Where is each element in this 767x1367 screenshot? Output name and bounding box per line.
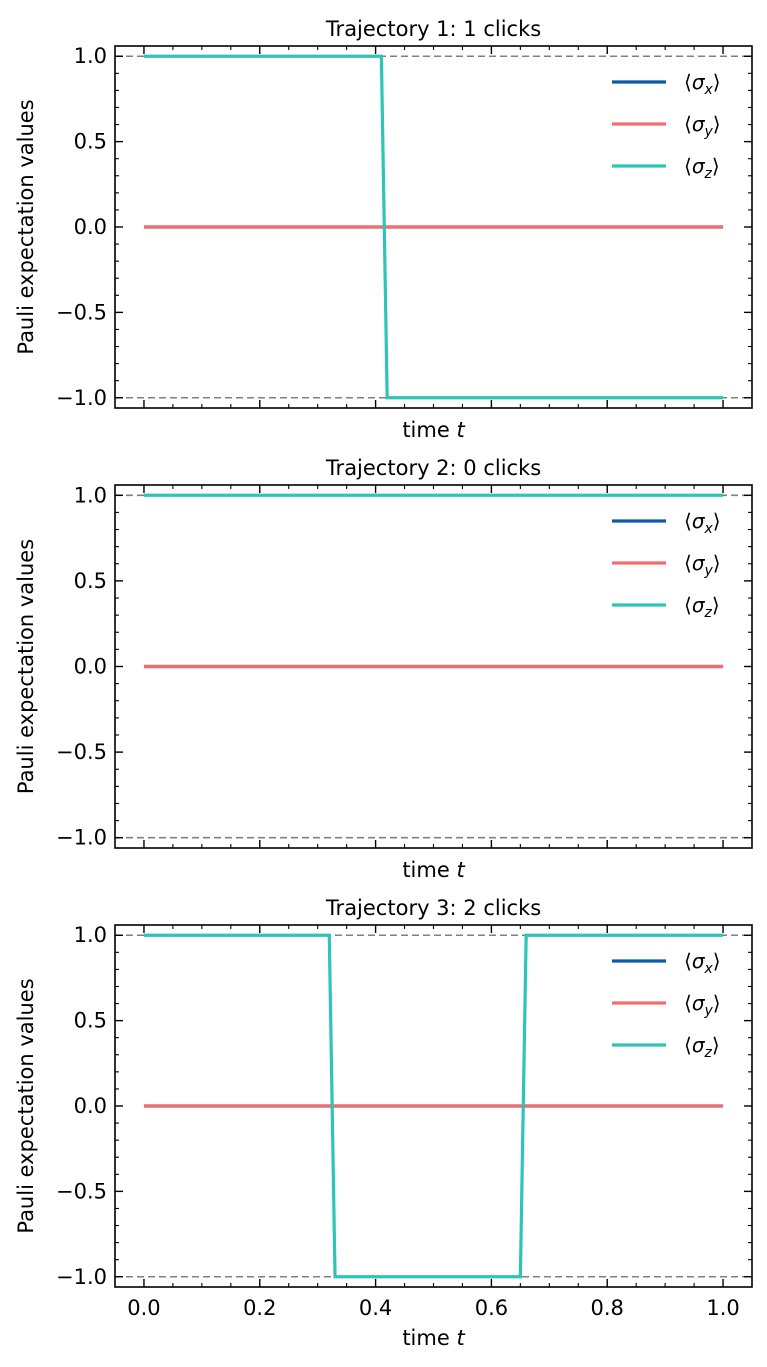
- legend-entry-sigma-y: ⟨σy⟩: [684, 991, 721, 1019]
- x-axis-label-variable: t: [456, 1326, 465, 1350]
- chart-title: Trajectory 2: 0 clicks: [325, 456, 541, 480]
- legend-bracket: ⟩: [713, 949, 721, 973]
- x-tick-label: 0.2: [243, 1296, 276, 1320]
- series-line-sigma-z: [143, 933, 724, 1279]
- legend-subscript: z: [704, 605, 713, 621]
- x-axis-label: time t: [402, 858, 465, 882]
- legend-entry-sigma-y: ⟨σy⟩: [684, 112, 721, 140]
- legend-bracket: ⟨: [684, 991, 692, 1015]
- x-axis-label-text: time: [402, 858, 456, 882]
- legend-subscript: z: [704, 166, 713, 182]
- legend-bracket: ⟩: [713, 509, 721, 533]
- legend-subscript: y: [704, 124, 714, 140]
- y-tick-label: 0.0: [74, 215, 107, 239]
- y-tick-label: 0.5: [74, 569, 107, 593]
- y-tick-label: 0.0: [74, 1094, 107, 1118]
- legend-entry-sigma-z: ⟨σz⟩: [684, 593, 720, 621]
- x-axis-label-variable: t: [456, 858, 465, 882]
- legend-bracket: ⟩: [712, 593, 720, 617]
- chart-title: Trajectory 1: 1 clicks: [325, 17, 541, 41]
- x-tick-label: 0.8: [591, 1296, 624, 1320]
- x-axis-label-text: time: [402, 1326, 456, 1350]
- legend-entry-sigma-z: ⟨σz⟩: [684, 154, 720, 182]
- y-axis-label: Pauli expectation values: [14, 978, 38, 1233]
- y-tick-label: −0.5: [56, 1179, 107, 1203]
- legend-bracket: ⟨: [684, 509, 692, 533]
- legend-bracket: ⟩: [713, 551, 721, 575]
- y-axis-label: Pauli expectation values: [14, 539, 38, 794]
- legend-entry-sigma-x: ⟨σx⟩: [684, 509, 721, 537]
- legend-sigma: σ: [692, 949, 706, 973]
- legend-sigma: σ: [692, 509, 706, 533]
- y-tick-label: 1.0: [74, 44, 107, 68]
- legend-bracket: ⟩: [712, 1033, 720, 1057]
- y-tick-label: 0.5: [74, 130, 107, 154]
- legend-sigma: σ: [692, 593, 706, 617]
- x-axis-label: time t: [402, 1326, 465, 1350]
- y-tick-label: 0.0: [74, 655, 107, 679]
- chart-panel-1: Trajectory 1: 1 clicks 1.0 0.5 0.0 −0.5 −1.0 t…: [14, 17, 753, 442]
- chart-panel-2: Trajectory 2: 0 clicks 1.0 0.5 0.0 −0.5 −1.0 t…: [14, 456, 753, 882]
- y-tick-label: −0.5: [56, 740, 107, 764]
- legend-bracket: ⟩: [713, 70, 721, 94]
- x-tick-label: 0.4: [359, 1296, 392, 1320]
- chart-panel-3: Trajectory 3: 2 clicks 1.0 0.5 0.0 −0.5 −1.0 0…: [14, 896, 753, 1350]
- y-tick-label: −1.0: [56, 826, 107, 850]
- legend-subscript: y: [704, 563, 714, 579]
- x-axis-label-text: time: [402, 418, 456, 442]
- chart-title: Trajectory 3: 2 clicks: [325, 896, 541, 920]
- legend-sigma: σ: [692, 112, 706, 136]
- legend: ⟨σx⟩⟨σy⟩⟨σz⟩: [612, 70, 721, 182]
- y-tick-label: 0.5: [74, 1009, 107, 1033]
- legend-bracket: ⟩: [713, 991, 721, 1015]
- legend-bracket: ⟨: [684, 593, 692, 617]
- legend-bracket: ⟨: [684, 70, 692, 94]
- legend-sigma: σ: [692, 991, 706, 1015]
- legend-sigma: σ: [692, 70, 706, 94]
- legend-bracket: ⟨: [684, 1033, 692, 1057]
- legend-bracket: ⟩: [713, 112, 721, 136]
- legend-subscript: y: [704, 1003, 714, 1019]
- x-tick-label: 0.6: [475, 1296, 508, 1320]
- legend-subscript: x: [704, 521, 714, 537]
- x-axis-label-variable: t: [456, 418, 465, 442]
- legend-entry-sigma-x: ⟨σx⟩: [684, 949, 721, 977]
- y-tick-label: −1.0: [56, 386, 107, 410]
- legend-subscript: x: [704, 961, 714, 977]
- legend-bracket: ⟨: [684, 154, 692, 178]
- legend-subscript: x: [704, 82, 714, 98]
- legend-entry-sigma-z: ⟨σz⟩: [684, 1033, 720, 1061]
- legend-entry-sigma-y: ⟨σy⟩: [684, 551, 721, 579]
- x-tick-label: 0.0: [127, 1296, 160, 1320]
- legend: ⟨σx⟩⟨σy⟩⟨σz⟩: [612, 509, 721, 621]
- legend-bracket: ⟩: [712, 154, 720, 178]
- legend-sigma: σ: [692, 1033, 706, 1057]
- y-tick-label: 1.0: [74, 483, 107, 507]
- x-tick-label: 1.0: [706, 1296, 739, 1320]
- legend-entry-sigma-x: ⟨σx⟩: [684, 70, 721, 98]
- y-tick-label: −1.0: [56, 1265, 107, 1289]
- y-tick-label: −0.5: [56, 300, 107, 324]
- legend: ⟨σx⟩⟨σy⟩⟨σz⟩: [612, 949, 721, 1061]
- series-line-sigma-z: [143, 54, 724, 400]
- legend-subscript: z: [704, 1045, 713, 1061]
- y-axis-label: Pauli expectation values: [14, 99, 38, 354]
- legend-sigma: σ: [692, 551, 706, 575]
- legend-bracket: ⟨: [684, 551, 692, 575]
- legend-bracket: ⟨: [684, 112, 692, 136]
- legend-sigma: σ: [692, 154, 706, 178]
- x-axis-label: time t: [402, 418, 465, 442]
- y-tick-label: 1.0: [74, 923, 107, 947]
- legend-bracket: ⟨: [684, 949, 692, 973]
